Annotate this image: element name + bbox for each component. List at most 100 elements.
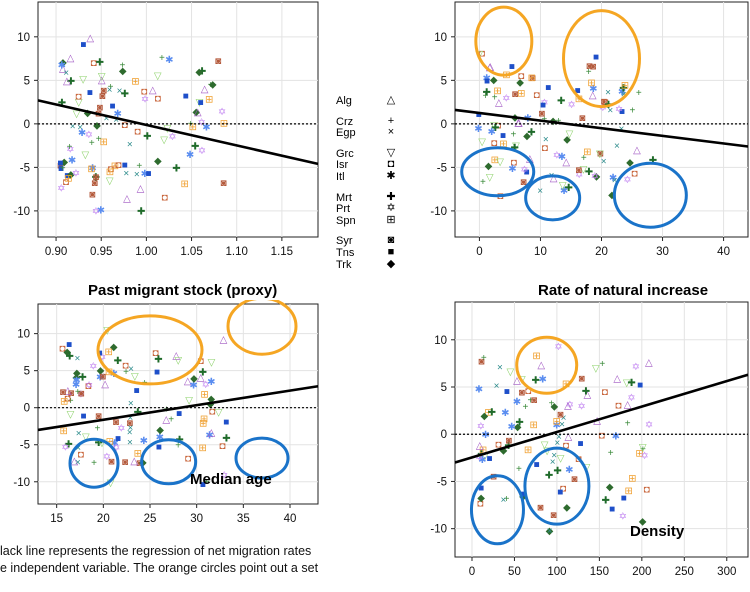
scatter-point: + <box>586 67 592 78</box>
blue-highlight-circle <box>460 146 536 198</box>
scatter-point: + <box>108 82 114 93</box>
legend-item: Grc ▽ <box>336 147 406 161</box>
scatter-plot-median-age: 15 20 25 30 35 401050-5-10△+×▽◘✱✚✡⊞◙■◆△+×▽◘✱✚… <box>13 296 319 525</box>
x-tick-label: 10 <box>534 246 547 258</box>
scatter-point: ✱ <box>68 155 76 166</box>
scatter-point: ✡ <box>103 452 111 463</box>
scatter-point: ■ <box>520 489 526 500</box>
scatter-point: ▽ <box>174 356 182 367</box>
scatter-point: △ <box>562 157 570 168</box>
scatter-point: ✱ <box>513 397 521 408</box>
scatter-point: ✡ <box>112 443 120 454</box>
legend-label: Alg <box>336 95 352 107</box>
scatter-point: ✱ <box>481 430 489 441</box>
scatter-point: ⊞ <box>587 78 595 89</box>
scatter-point: ⊞ <box>484 408 492 419</box>
scatter-point: + <box>492 92 498 103</box>
scatter-point: ◘ <box>78 449 84 460</box>
scatter-point: △ <box>201 84 209 95</box>
scatter-point: ✚ <box>92 172 100 183</box>
scatter-point: ◘ <box>75 91 81 102</box>
scatter-point: △ <box>495 97 503 108</box>
x-tick-label: 15 <box>50 513 63 525</box>
scatter-point: + <box>483 91 489 102</box>
scatter-point: × <box>601 157 607 168</box>
scatter-point: ■ <box>575 85 581 96</box>
scatter-point: + <box>549 399 555 410</box>
legend-label: Grc <box>336 147 354 160</box>
scatter-point: ▽ <box>566 129 574 140</box>
scatter-point: ▽ <box>67 410 75 421</box>
inner-axis-label: Median age <box>190 471 272 488</box>
blue-highlight-circle <box>523 446 591 526</box>
x-tick-label: 0 <box>469 566 475 578</box>
scatter-point: ⊞ <box>134 448 142 459</box>
scatter-point: ■ <box>87 87 93 98</box>
scatter-point: ◘ <box>85 381 91 392</box>
scatter-point: ✚ <box>64 440 72 451</box>
scatter-point: ✱ <box>508 422 516 433</box>
scatter-point: ◆ <box>190 373 198 384</box>
scatter-point: ▽ <box>208 357 216 368</box>
scatter-point: × <box>103 113 109 124</box>
scatter-point: △ <box>550 173 558 184</box>
scatter-point: ■ <box>524 167 530 178</box>
scatter-point: + <box>527 396 533 407</box>
scatter-point: ◘ <box>518 71 524 82</box>
scatter-point: ⊞ <box>87 164 95 175</box>
scatter-point: ◙ <box>579 374 585 385</box>
scatter-point: △ <box>64 386 72 397</box>
scatter-point: ▽ <box>596 149 604 160</box>
plot-frame <box>454 301 749 558</box>
scatter-point: ✚ <box>198 66 206 77</box>
scatter-point: ■ <box>577 439 583 450</box>
scatter-point: + <box>640 444 646 455</box>
scatter-point: ■ <box>621 493 627 504</box>
scatter-point: ◙ <box>576 165 582 176</box>
scatter-point: ◆ <box>154 156 162 167</box>
scatter-point: ◙ <box>68 388 74 399</box>
scatter-point: ✡ <box>220 470 228 481</box>
scatter-point: ▽ <box>196 98 204 109</box>
legend-label: Crz <box>336 115 354 128</box>
scatter-point: △ <box>197 373 205 384</box>
scatter-point: × <box>77 123 83 134</box>
scatter-point: ■ <box>176 408 182 419</box>
legend-label: Prt <box>336 203 351 216</box>
scatter-point: ◘ <box>91 58 97 69</box>
scatter-point: ⊞ <box>562 379 570 390</box>
scatter-point: + <box>510 129 516 140</box>
y-tick-label: 10 <box>17 329 30 341</box>
y-tick-label: 0 <box>24 119 30 131</box>
scatter-point: ✡ <box>599 103 607 114</box>
scatter-point: + <box>168 414 174 425</box>
legend-label: Tns <box>336 246 355 259</box>
scatter-point: ▽ <box>512 141 520 152</box>
scatter-point: ◙ <box>101 85 107 96</box>
scatter-point: × <box>554 438 560 449</box>
scatter-point: ▽ <box>623 378 631 389</box>
legend-symbol-icon: ■ <box>387 245 395 258</box>
scatter-point: △ <box>194 107 202 118</box>
scatter-point: ✡ <box>141 94 149 105</box>
scatter-point: ◆ <box>546 526 554 537</box>
scatter-point: ✡ <box>575 170 583 181</box>
scatter-point: ▽ <box>478 137 486 148</box>
scatter-point: △ <box>513 376 521 387</box>
scatter-point: + <box>516 464 522 475</box>
scatter-point: △ <box>63 76 71 87</box>
scatter-point: ◘ <box>495 120 501 131</box>
scatter-point: ◘ <box>219 441 225 452</box>
scatter-point: + <box>204 477 210 488</box>
scatter-point: ■ <box>504 386 510 397</box>
legend-symbol-icon: ✚ <box>386 190 396 203</box>
scatter-point: ◆ <box>550 401 558 412</box>
legend-label: Egp <box>336 127 356 140</box>
scatter-point: ⊞ <box>111 161 119 172</box>
scatter-point: ▽ <box>82 150 90 161</box>
x-tick-label: 0.90 <box>45 246 67 258</box>
scatter-point: △ <box>123 194 131 205</box>
scatter-point: + <box>159 53 165 64</box>
scatter-point: ◘ <box>209 406 215 417</box>
x-tick-label: 50 <box>508 566 521 578</box>
